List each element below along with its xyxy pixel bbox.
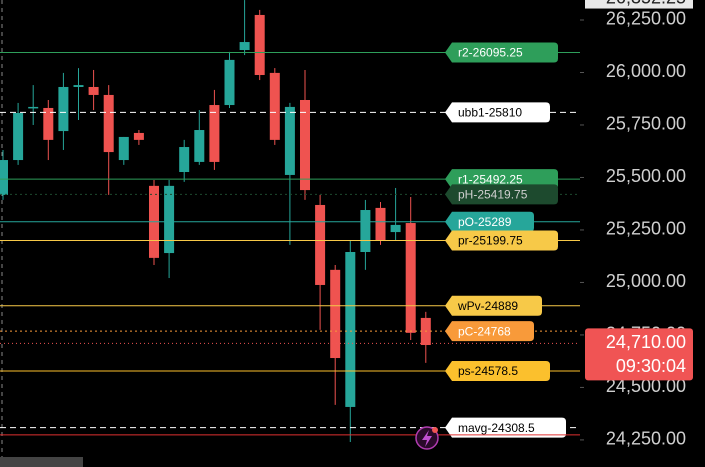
candle-body [405,223,416,333]
candle-body [58,86,69,132]
candle-body [13,113,24,161]
y-tick-label: 26,000.00 [606,61,686,81]
level-label-box [445,321,534,342]
level-label-box [445,360,550,381]
high-marker-box [585,0,693,9]
level-label-box [445,230,558,251]
level-label: pO-25289 [458,215,512,229]
candle-body [133,132,144,140]
candle-body [209,105,220,162]
candle-body [300,99,310,191]
level-label-box [445,417,566,438]
level-label: mavg-24308.5 [458,421,535,435]
level-label: r1-25492.25 [458,172,523,186]
candle-body [28,106,39,109]
candle-body [118,136,129,161]
candle-body [73,85,84,87]
y-tick-label: 25,750.00 [606,114,686,134]
level-label-box [445,184,558,205]
level-label: ubb1-25810 [458,106,522,120]
candle-body [284,106,295,175]
candle-body [375,207,386,241]
level-label: pr-25199.75 [458,234,523,248]
level-label: wPv-24889 [457,299,518,313]
candle-body [330,269,341,359]
candle-body [43,107,54,140]
candle-body [269,72,280,140]
level-label-box [445,211,534,232]
candle-body [224,59,235,106]
candle-body [360,210,371,253]
level-label-box [445,169,558,190]
candle-body [103,94,114,153]
level-label-box [445,42,558,63]
candle-body [345,252,356,407]
y-tick-label: 25,250.00 [606,219,686,239]
scroll-bar [0,457,83,467]
y-tick-label: 24,500.00 [606,376,686,396]
level-label-box [445,102,550,123]
y-tick-label: 24,250.00 [606,429,686,449]
candle-body [315,204,326,285]
level-label-box [445,295,542,316]
candle-body [164,185,175,254]
candle-body [179,147,190,173]
alert-icon[interactable] [415,426,439,450]
candle-body [88,86,99,95]
candle-body [254,14,265,76]
high-marker-label: 26,352.25 [606,0,686,7]
candle-body [0,160,8,195]
level-label: pH-25419.75 [458,187,528,201]
level-label: r2-26095.25 [458,46,523,60]
y-tick-label: 25,000.00 [606,271,686,291]
y-tick-label: 25,500.00 [606,166,686,186]
last-price-box [585,328,693,381]
countdown: 09:30:04 [616,356,686,376]
candle-body [239,42,250,51]
y-tick-label: 26,250.00 [606,9,686,29]
level-label: ps-24578.5 [458,364,518,378]
candle-body [194,130,205,162]
candle-body [390,224,401,233]
level-label: pC-24768 [458,324,511,338]
last-price-label: 24,710.00 [606,332,686,352]
